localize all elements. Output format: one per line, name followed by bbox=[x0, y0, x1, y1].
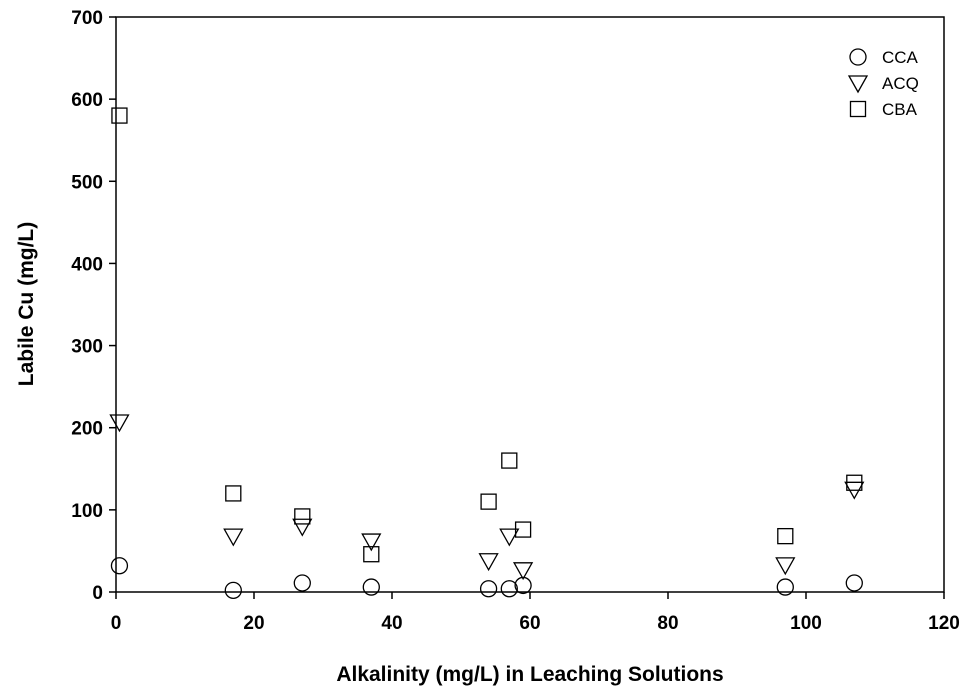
legend: CCA ACQ CBA bbox=[847, 48, 919, 119]
y-tick-label: 0 bbox=[92, 583, 103, 604]
acq-point bbox=[292, 518, 313, 537]
cca-point bbox=[776, 578, 794, 596]
legend-marker-acq bbox=[847, 75, 869, 94]
plot-frame bbox=[115, 16, 945, 593]
acq-point bbox=[775, 557, 796, 576]
cca-point bbox=[224, 581, 242, 600]
cca-point bbox=[514, 576, 532, 595]
acq-point bbox=[499, 528, 520, 547]
series-cca bbox=[110, 557, 863, 600]
acq-point bbox=[223, 528, 244, 547]
cba-point bbox=[480, 493, 497, 510]
cca-point bbox=[479, 580, 498, 598]
cca-point bbox=[500, 580, 518, 598]
cca-point bbox=[845, 574, 863, 592]
cba-point bbox=[514, 521, 532, 538]
y-tick-label: 300 bbox=[71, 337, 103, 358]
x-tick-label: 0 bbox=[111, 613, 122, 634]
y-tick-label: 200 bbox=[71, 419, 103, 440]
data-markers bbox=[109, 107, 865, 600]
legend-label-acq: ACQ bbox=[882, 74, 919, 93]
cba-point bbox=[225, 485, 242, 502]
x-tick-label: 80 bbox=[657, 613, 678, 634]
cba-point bbox=[363, 546, 380, 563]
cba-point bbox=[777, 527, 794, 545]
acq-point bbox=[109, 414, 130, 433]
legend-label-cca: CCA bbox=[882, 48, 919, 67]
series-cba bbox=[111, 107, 863, 563]
legend-label-cba: CBA bbox=[882, 100, 918, 119]
y-tick-label: 400 bbox=[71, 254, 103, 275]
x-axis-title: Alkalinity (mg/L) in Leaching Solutions bbox=[336, 663, 723, 686]
y-tick-label: 600 bbox=[71, 90, 103, 111]
x-tick-label: 100 bbox=[790, 613, 822, 634]
cca-point bbox=[362, 578, 380, 596]
x-tick-label: 40 bbox=[381, 613, 402, 634]
cca-point bbox=[110, 557, 129, 575]
y-axis: 0 100 200 300 400 500 600 700 bbox=[71, 8, 116, 604]
cca-point bbox=[293, 574, 311, 592]
y-tick-label: 500 bbox=[71, 172, 103, 193]
y-tick-label: 700 bbox=[71, 8, 103, 29]
x-axis: 0 20 40 60 80 100 120 bbox=[111, 592, 960, 634]
x-tick-label: 120 bbox=[928, 613, 960, 634]
cba-point bbox=[111, 107, 128, 124]
legend-marker-cca bbox=[849, 48, 867, 66]
x-tick-label: 20 bbox=[243, 613, 264, 634]
acq-point bbox=[512, 562, 534, 581]
acq-point bbox=[361, 533, 382, 552]
series-acq bbox=[109, 414, 865, 581]
y-axis-title: Labile Cu (mg/L) bbox=[15, 222, 38, 387]
acq-point bbox=[478, 553, 499, 572]
cba-point bbox=[501, 452, 518, 469]
cba-point bbox=[294, 508, 311, 525]
y-tick-label: 100 bbox=[71, 501, 103, 522]
legend-marker-cba bbox=[849, 100, 867, 118]
x-tick-label: 60 bbox=[519, 613, 540, 634]
cba-point bbox=[846, 474, 863, 491]
